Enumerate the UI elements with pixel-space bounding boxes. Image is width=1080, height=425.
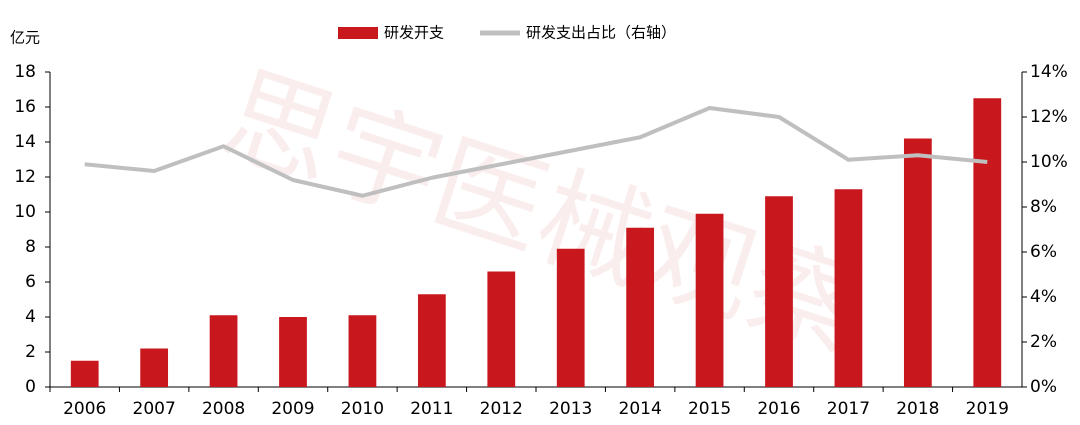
x-tick-label: 2009 xyxy=(271,399,314,419)
bar xyxy=(834,189,863,387)
bar xyxy=(903,138,932,387)
bar xyxy=(140,348,169,387)
x-tick-label: 2006 xyxy=(63,399,106,419)
y2-tick-label: 10% xyxy=(1030,152,1068,172)
y2-tick-label: 4% xyxy=(1030,287,1057,307)
x-tick-label: 2016 xyxy=(757,399,800,419)
x-tick-label: 2012 xyxy=(480,399,523,419)
y-tick-label: 18 xyxy=(14,62,36,82)
y-tick-label: 4 xyxy=(25,307,36,327)
y-tick-label: 14 xyxy=(14,132,36,152)
bar xyxy=(626,227,655,387)
y2-tick-label: 8% xyxy=(1030,197,1057,217)
x-tick-label: 2019 xyxy=(966,399,1009,419)
bar xyxy=(556,248,585,387)
x-tick-label: 2010 xyxy=(341,399,384,419)
bar xyxy=(279,317,307,387)
bar xyxy=(765,196,793,387)
x-tick-label: 2011 xyxy=(410,399,453,419)
x-tick-label: 2007 xyxy=(133,399,176,419)
y2-tick-label: 12% xyxy=(1030,107,1068,127)
y2-tick-label: 0% xyxy=(1030,377,1057,397)
y-tick-label: 16 xyxy=(14,97,36,117)
x-tick-label: 2018 xyxy=(896,399,939,419)
legend-label: 研发开支 xyxy=(384,24,444,42)
bar xyxy=(695,213,724,387)
bar xyxy=(487,271,516,387)
x-tick-label: 2015 xyxy=(688,399,731,419)
bar xyxy=(973,98,1002,387)
line xyxy=(84,106,988,198)
bar xyxy=(70,360,99,387)
y-tick-label: 2 xyxy=(25,342,36,362)
x-tick-label: 2017 xyxy=(827,399,870,419)
bar xyxy=(209,315,238,387)
y2-tick-label: 2% xyxy=(1030,332,1057,352)
y-tick-label: 8 xyxy=(25,237,36,257)
legend-label: 研发支出占比（右轴） xyxy=(526,24,676,42)
y-tick-label: 0 xyxy=(25,377,36,397)
x-tick-label: 2014 xyxy=(619,399,662,419)
x-tick-label: 2008 xyxy=(202,399,245,419)
y-axis-unit: 亿元 xyxy=(10,29,40,47)
y-tick-label: 10 xyxy=(14,202,36,222)
legend-swatch xyxy=(338,27,378,39)
bar xyxy=(417,294,446,387)
bar xyxy=(348,315,377,387)
y-tick-label: 6 xyxy=(25,272,36,292)
y2-tick-label: 14% xyxy=(1030,62,1068,82)
x-tick-label: 2013 xyxy=(549,399,592,419)
y2-tick-label: 6% xyxy=(1030,242,1057,262)
y-tick-label: 12 xyxy=(14,167,36,187)
